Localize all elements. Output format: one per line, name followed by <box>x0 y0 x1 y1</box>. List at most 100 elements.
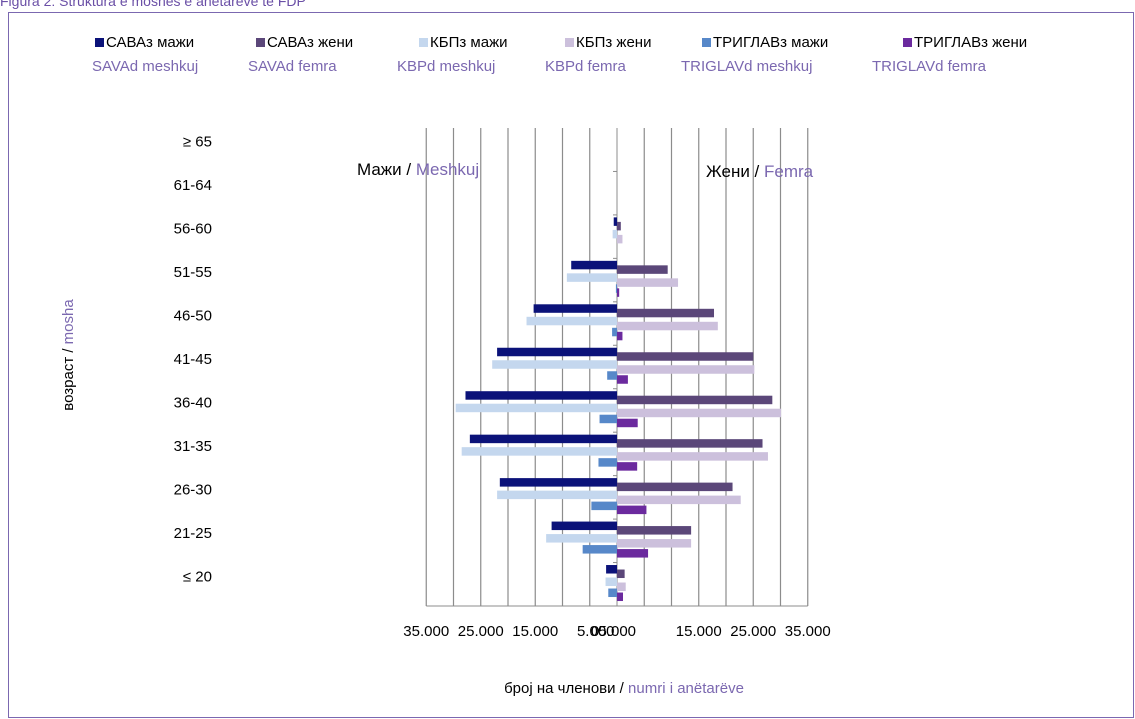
legend-label: ТРИГЛАВз мажи <box>713 34 828 51</box>
bar-кбпз-жени-4 <box>617 408 782 418</box>
legend-label: ТРИГЛАВз жени <box>914 34 1027 51</box>
bar-саваз-мажи-5 <box>497 347 617 357</box>
bar-кбпз-жени-2 <box>617 495 741 505</box>
legend-swatch <box>702 38 711 47</box>
legend-sublabel: KBPd meshkuj <box>397 58 495 75</box>
bar-триглавз-мажи-6 <box>612 327 617 337</box>
bar-триглавз-мажи-7 <box>615 284 617 293</box>
bar-кбпз-жени-3 <box>617 452 768 461</box>
legend-sublabel: KBPd femra <box>545 58 627 75</box>
bar-кбпз-жени-8 <box>617 234 623 244</box>
bar-триглавз-жени-0 <box>617 592 623 602</box>
legend-label: САВАз жени <box>267 34 353 51</box>
bar-саваз-жени-6 <box>617 308 715 318</box>
figure-caption: Figura 2: Struktura e moshës e anëtarëve… <box>0 0 306 9</box>
x-axis-title: број на членови / numri i anëtarëve <box>504 680 744 697</box>
bar-саваз-жени-5 <box>617 352 754 361</box>
y-tick-label: 51-55 <box>174 264 212 281</box>
bar-саваз-мажи-3 <box>469 434 617 444</box>
bar-саваз-жени-1 <box>617 526 692 535</box>
bar-триглавз-жени-5 <box>617 375 628 384</box>
bar-триглавз-мажи-1 <box>582 545 617 554</box>
y-tick-label: ≤ 20 <box>183 568 212 585</box>
bar-саваз-жени-8 <box>617 221 621 231</box>
x-tick-label: 5.000 <box>577 623 615 640</box>
bar-саваз-мажи-8 <box>613 217 617 226</box>
bar-триглавз-жени-6 <box>617 331 623 341</box>
chart-frame <box>8 12 1134 718</box>
bar-саваз-мажи-6 <box>533 304 617 313</box>
legend: САВАз мажи SAVAd meshkuj САВАз жени SAVAd f… <box>92 34 1027 75</box>
bar-триглавз-жени-3 <box>617 462 638 471</box>
bar-кбпз-жени-0 <box>617 582 626 592</box>
bar-кбпз-жени-7 <box>617 278 679 287</box>
bar-кбпз-мажи-0 <box>605 577 617 587</box>
bar-саваз-жени-0 <box>617 569 625 579</box>
bar-триглавз-мажи-0 <box>608 588 617 598</box>
legend-swatch <box>565 38 574 47</box>
bar-кбпз-мажи-2 <box>497 490 617 500</box>
x-tick-label: 15.000 <box>676 623 722 640</box>
y-tick-label: 41-45 <box>174 351 212 368</box>
legend-sublabel: SAVAd meshkuj <box>92 58 198 75</box>
bar-кбпз-жени-1 <box>617 539 692 548</box>
bar-саваз-мажи-1 <box>551 521 617 531</box>
legend-label: САВАз мажи <box>106 34 194 51</box>
bars <box>455 217 782 602</box>
x-tick-label: 15.000 <box>512 623 558 640</box>
y-axis-title: возраст / mosha <box>60 299 77 411</box>
bar-кбпз-жени-5 <box>617 365 755 374</box>
bar-кбпз-мажи-5 <box>492 360 617 369</box>
bar-саваз-жени-4 <box>617 395 773 405</box>
x-tick-label: 35.000 <box>403 623 449 640</box>
x-tick-label: 25.000 <box>458 623 504 640</box>
y-tick-label: 31-35 <box>174 438 212 455</box>
bar-триглавз-жени-1 <box>617 549 649 558</box>
bar-кбпз-мажи-8 <box>612 229 617 239</box>
x-tick-label: 35.000 <box>785 623 831 640</box>
legend-swatch <box>903 38 912 47</box>
legend-sublabel: TRIGLAVd meshkuj <box>681 58 812 75</box>
y-tick-label: 46-50 <box>174 308 212 325</box>
y-tick-label: 56-60 <box>174 221 212 238</box>
bar-саваз-мажи-4 <box>465 391 617 400</box>
bar-саваз-мажи-7 <box>571 260 617 270</box>
x-tick-label: 0 <box>591 623 599 640</box>
bar-саваз-жени-3 <box>617 439 763 448</box>
left-side-label: Мажи / Meshkuj <box>357 160 479 179</box>
bar-саваз-жени-2 <box>617 482 733 492</box>
legend-label: КБПз жени <box>576 34 651 51</box>
bar-кбпз-жени-6 <box>617 321 718 331</box>
y-tick-label: 61-64 <box>174 177 212 194</box>
x-tick-label: 5.000 <box>598 623 636 640</box>
bar-триглавз-мажи-3 <box>598 458 617 467</box>
legend-sublabel: SAVAd femra <box>248 58 337 75</box>
bar-кбпз-мажи-6 <box>526 316 617 326</box>
bar-триглавз-жени-2 <box>617 505 647 515</box>
legend-label: КБПз мажи <box>430 34 507 51</box>
legend-swatch <box>95 38 104 47</box>
bar-триглавз-жени-4 <box>617 418 638 428</box>
y-tick-label: 26-30 <box>174 481 212 498</box>
legend-swatch <box>419 38 428 47</box>
bar-триглавз-мажи-5 <box>607 371 617 380</box>
bar-саваз-мажи-2 <box>499 478 617 487</box>
legend-swatch <box>256 38 265 47</box>
legend-sublabel: TRIGLAVd femra <box>872 58 987 75</box>
y-tick-label: 36-40 <box>174 394 212 411</box>
y-tick-label: ≥ 65 <box>183 134 212 151</box>
y-tick-label: 21-25 <box>174 525 212 542</box>
right-side-label: Жени / Femra <box>706 162 814 181</box>
bar-саваз-мажи-0 <box>606 565 617 574</box>
bar-кбпз-мажи-3 <box>461 447 617 456</box>
bar-кбпз-мажи-1 <box>546 534 617 543</box>
x-tick-label: 25.000 <box>730 623 776 640</box>
bar-триглавз-мажи-4 <box>599 414 617 424</box>
bar-триглавз-жени-7 <box>617 288 620 297</box>
bar-кбпз-мажи-4 <box>455 403 617 413</box>
bar-кбпз-мажи-7 <box>566 273 617 282</box>
bar-триглавз-мажи-2 <box>591 501 617 511</box>
bar-саваз-жени-7 <box>617 265 668 274</box>
